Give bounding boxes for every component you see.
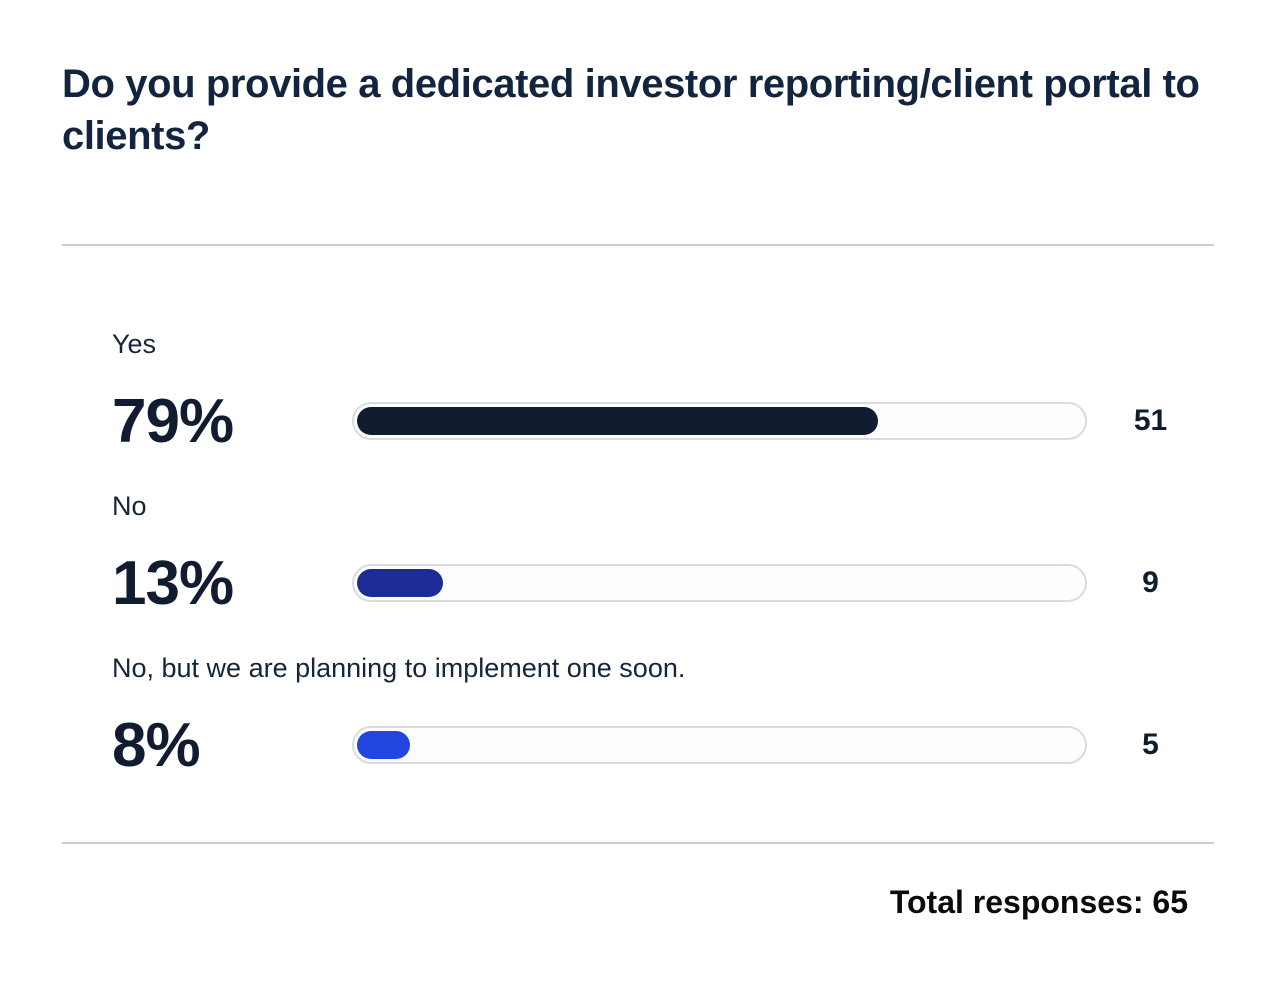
bar-fill (357, 569, 443, 597)
bar-line: 79% 51 (112, 386, 1214, 456)
survey-row-no: No 13% 9 (112, 488, 1214, 618)
survey-row-planning: No, but we are planning to implement one… (112, 650, 1214, 780)
bar-track (352, 402, 1087, 440)
percent-value: 13% (112, 548, 234, 618)
percent-value: 8% (112, 710, 201, 780)
response-count: 51 (1133, 404, 1168, 437)
results-list: Yes 79% 51 No 13% 9 No, but we are plann… (62, 326, 1214, 780)
bar-line: 8% 5 (112, 710, 1214, 780)
answer-label: No (112, 491, 147, 521)
survey-row-yes: Yes 79% 51 (112, 326, 1214, 456)
bar-line: 13% 9 (112, 548, 1214, 618)
answer-label: No, but we are planning to implement one… (112, 653, 686, 683)
bar-fill (357, 731, 410, 759)
total-responses: Total responses: 65 (889, 884, 1188, 920)
answer-label: Yes (112, 329, 157, 359)
response-count: 9 (1142, 566, 1159, 599)
percent-value: 79% (112, 386, 234, 456)
page-title: Do you provide a dedicated investor repo… (62, 62, 1200, 158)
bottom-divider (62, 842, 1214, 844)
bar-track (352, 564, 1087, 602)
response-count: 5 (1142, 728, 1159, 761)
bar-fill (357, 407, 879, 435)
bar-track (352, 726, 1087, 764)
top-divider (62, 244, 1214, 246)
